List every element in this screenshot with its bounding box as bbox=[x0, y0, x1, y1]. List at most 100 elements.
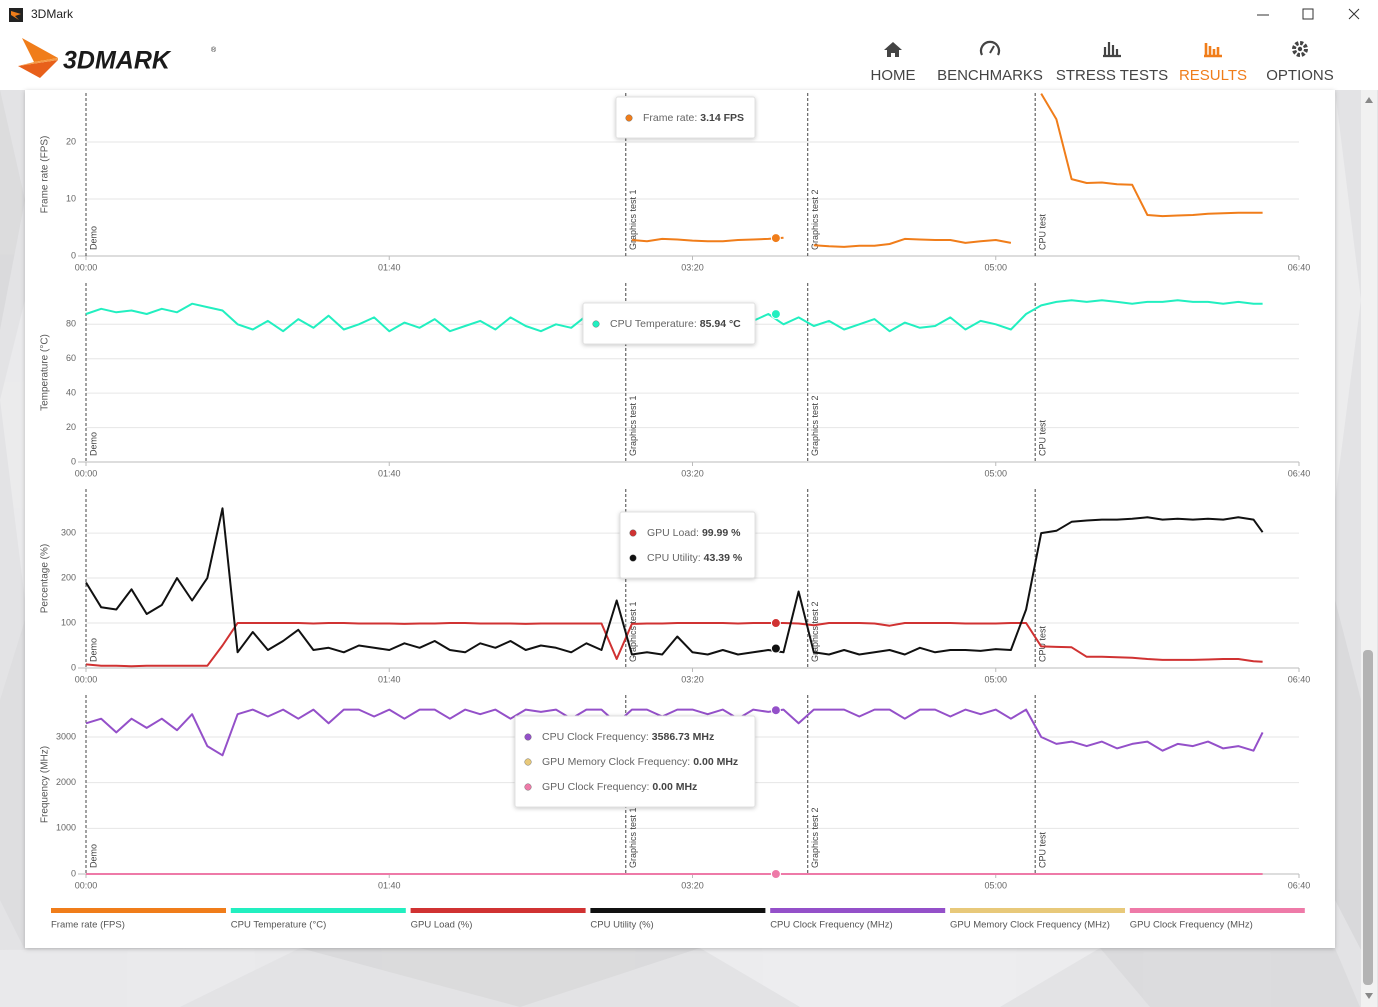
tooltip-value: 3.14 FPS bbox=[700, 112, 744, 124]
chart: 0 1000 2000 3000 00:00 01:40 03:20 05:00 06:40 Fr… bbox=[40, 695, 1311, 890]
home-icon bbox=[884, 42, 902, 57]
y-tick-label: 1000 bbox=[56, 823, 76, 833]
tooltip-swatch bbox=[629, 529, 637, 537]
y-tick-label: 0 bbox=[71, 662, 76, 672]
test-marker-label: CPU test bbox=[1038, 625, 1048, 662]
app-icon-mark bbox=[11, 11, 21, 20]
tooltip-label: CPU Utility: bbox=[647, 552, 701, 564]
y-axis-label: Frequency (MHz) bbox=[40, 746, 51, 823]
nav-item[interactable]: STRESS TESTS bbox=[1056, 67, 1168, 84]
benchmarks-icon bbox=[979, 40, 1001, 56]
chart: 0 100 200 300 00:00 01:40 03:20 05:00 06:40 Perce… bbox=[40, 489, 1310, 684]
y-axis-label: Percentage (%) bbox=[40, 544, 51, 613]
benchmarks-icon-needle bbox=[989, 45, 995, 54]
y-tick-label: 80 bbox=[66, 319, 76, 329]
test-marker-label: CPU test bbox=[1038, 831, 1048, 868]
tooltip: CPU Temperature: 85.94 °C bbox=[582, 302, 756, 345]
tooltip-swatch bbox=[524, 758, 532, 766]
y-tick-label: 20 bbox=[66, 136, 76, 146]
test-marker-label: Graphics test 1 bbox=[628, 395, 638, 456]
test-marker-label: Graphics test 1 bbox=[628, 189, 638, 250]
test-marker-label: Graphics test 2 bbox=[810, 601, 820, 662]
y-tick-label: 60 bbox=[66, 353, 76, 363]
y-tick-label: 40 bbox=[66, 388, 76, 398]
test-marker-label: Demo bbox=[88, 638, 98, 662]
test-marker-label: Demo bbox=[88, 432, 98, 456]
legend-label[interactable]: GPU Load (%) bbox=[411, 920, 473, 931]
hover-dot bbox=[770, 869, 781, 879]
series-line bbox=[85, 622, 1263, 668]
tooltip-label: GPU Clock Frequency: bbox=[542, 781, 649, 793]
logo-text: 3DMARK bbox=[63, 47, 172, 75]
legend-label[interactable]: GPU Clock Frequency (MHz) bbox=[1130, 920, 1253, 931]
legend-label[interactable]: CPU Temperature (°C) bbox=[231, 920, 326, 931]
x-tick-label: 01:40 bbox=[378, 674, 401, 684]
test-marker-label: Graphics test 2 bbox=[810, 189, 820, 250]
results-icon bbox=[1204, 43, 1222, 58]
tooltip-label: CPU Clock Frequency: bbox=[542, 731, 649, 743]
legend-swatch bbox=[1129, 908, 1305, 913]
y-tick-label: 20 bbox=[66, 422, 76, 432]
nav-item[interactable]: OPTIONS bbox=[1266, 67, 1334, 84]
legend-swatch bbox=[590, 908, 766, 913]
nav bbox=[884, 40, 1308, 58]
header bbox=[0, 30, 1378, 90]
series-line bbox=[631, 236, 784, 243]
scrollbar-thumb[interactable] bbox=[1363, 650, 1373, 985]
tooltip-value: 85.94 °C bbox=[700, 318, 741, 330]
tooltip: Frame rate: 3.14 FPS bbox=[615, 96, 756, 139]
x-tick-label: 06:40 bbox=[1288, 468, 1311, 478]
x-tick-label: 06:40 bbox=[1288, 880, 1311, 890]
tooltip-label: Frame rate: bbox=[643, 112, 697, 124]
x-tick-label: 05:00 bbox=[984, 674, 1007, 684]
scroll-up[interactable] bbox=[1365, 97, 1373, 103]
close-button[interactable] bbox=[1348, 8, 1360, 20]
x-tick-label: 05:00 bbox=[984, 880, 1007, 890]
test-marker-label: CPU test bbox=[1038, 419, 1048, 456]
x-tick-label: 00:00 bbox=[75, 880, 98, 890]
legend-swatch bbox=[410, 908, 586, 913]
hover-dot bbox=[770, 309, 781, 320]
y-tick-label: 0 bbox=[71, 868, 76, 878]
logo-registered: ® bbox=[211, 46, 217, 54]
tooltip-swatch bbox=[524, 783, 532, 791]
test-marker-label: Graphics test 2 bbox=[810, 395, 820, 456]
hover-dot bbox=[770, 643, 781, 654]
x-tick-label: 03:20 bbox=[681, 262, 704, 272]
y-tick-label: 2000 bbox=[56, 777, 76, 787]
tooltip-value: 43.39 % bbox=[704, 552, 743, 564]
series-line bbox=[813, 237, 1012, 248]
maximize-button[interactable] bbox=[1302, 8, 1314, 20]
logo[interactable]: 3DMARK ® bbox=[18, 38, 217, 78]
x-tick-label: 03:20 bbox=[681, 468, 704, 478]
series-line bbox=[85, 708, 1264, 757]
legend-swatch bbox=[230, 908, 406, 913]
x-tick-label: 01:40 bbox=[378, 468, 401, 478]
hover-dot bbox=[770, 705, 781, 716]
legend-label[interactable]: CPU Utility (%) bbox=[590, 920, 653, 931]
test-marker-label: Graphics test 1 bbox=[628, 807, 638, 868]
chart: 0 10 20 00:00 01:40 03:20 05:00 06:40 Frame rate… bbox=[40, 93, 1310, 272]
background-pattern bbox=[0, 90, 1361, 1007]
scroll-down[interactable] bbox=[1365, 993, 1373, 999]
nav-item[interactable]: RESULTS bbox=[1179, 67, 1247, 84]
nav-item[interactable]: HOME bbox=[871, 67, 916, 84]
tooltip-box bbox=[514, 715, 756, 808]
tooltip-label: CPU Temperature: bbox=[610, 318, 697, 330]
chart: 0 20 40 60 80 00:00 01:40 03:20 05:00 06:40 Temper… bbox=[40, 283, 1311, 478]
legend-label[interactable]: GPU Memory Clock Frequency (MHz) bbox=[950, 920, 1110, 931]
y-tick-label: 0 bbox=[71, 250, 76, 260]
x-tick-label: 01:40 bbox=[378, 880, 401, 890]
test-marker-label: Graphics test 2 bbox=[810, 807, 820, 868]
nav-item[interactable]: BENCHMARKS bbox=[937, 67, 1043, 84]
tooltip-label: GPU Memory Clock Frequency: bbox=[542, 756, 690, 768]
tooltip-value: 99.99 % bbox=[702, 527, 741, 539]
tooltip-value: 0.00 MHz bbox=[652, 781, 697, 793]
stress-icon bbox=[1103, 42, 1121, 58]
tooltip-label: GPU Load: bbox=[647, 527, 699, 539]
x-tick-label: 03:20 bbox=[681, 674, 704, 684]
legend-label[interactable]: Frame rate (FPS) bbox=[51, 920, 125, 931]
legend-label[interactable]: CPU Clock Frequency (MHz) bbox=[770, 920, 892, 931]
tooltip-box bbox=[582, 302, 756, 345]
